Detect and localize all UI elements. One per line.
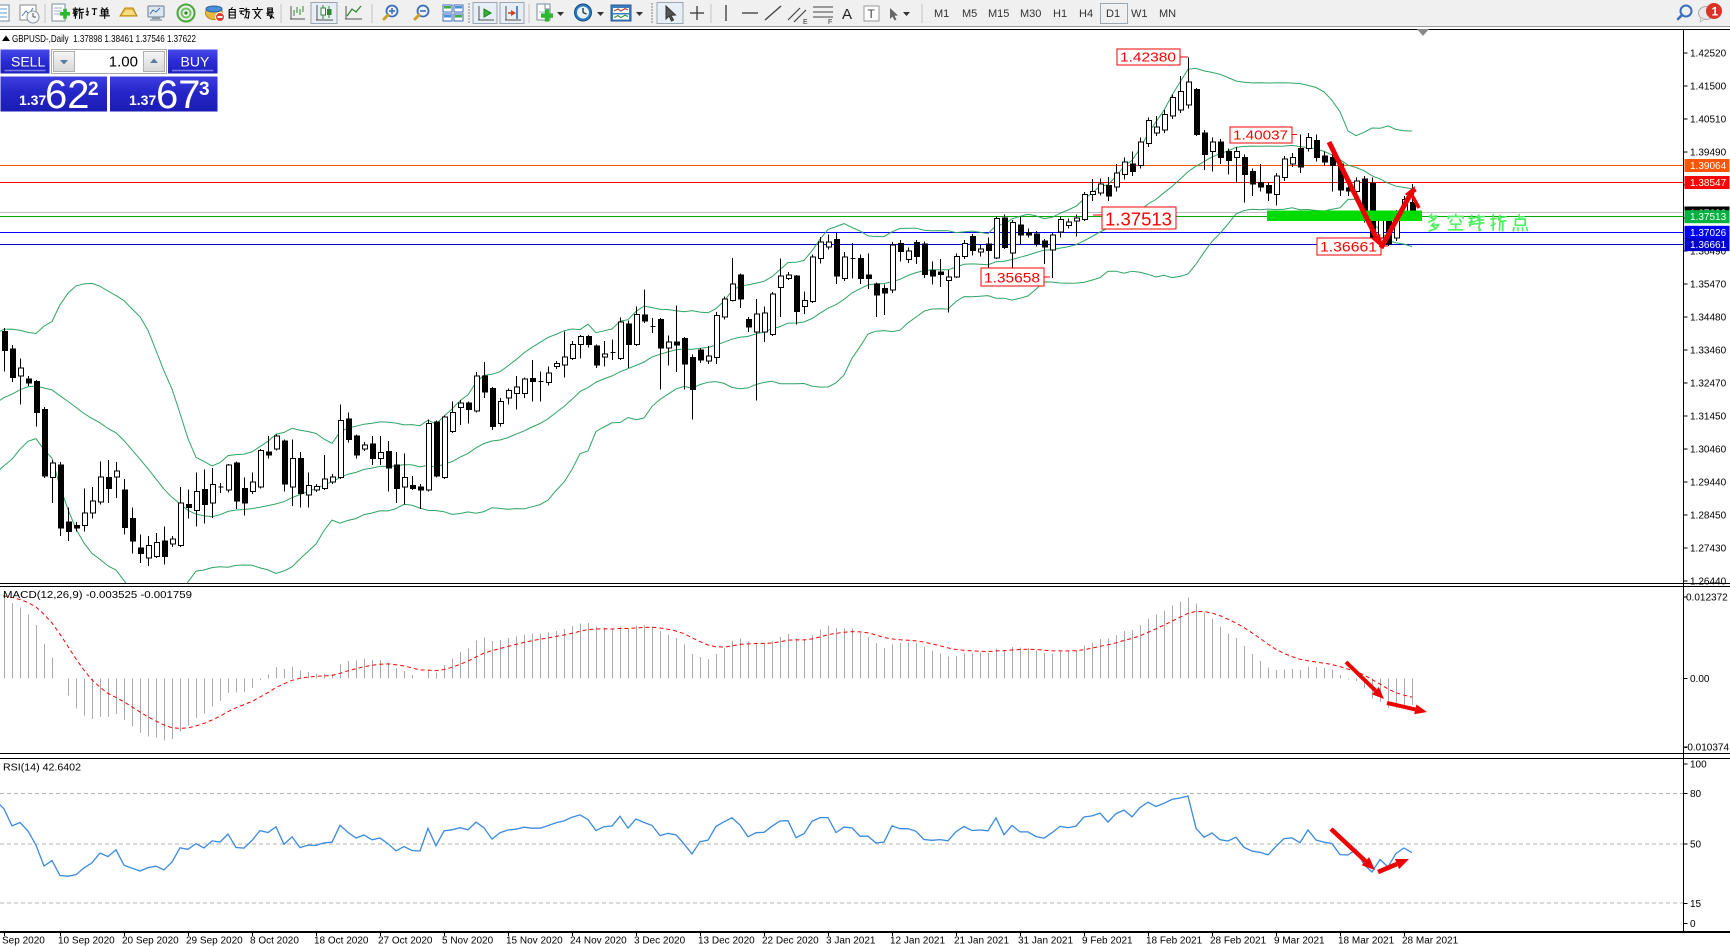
svg-text:1.37: 1.37 — [129, 92, 156, 108]
svg-text:1.39064: 1.39064 — [1690, 161, 1727, 172]
svg-text:62: 62 — [45, 73, 90, 117]
svg-text:-0.010374: -0.010374 — [1684, 743, 1729, 754]
svg-text:RSI(14) 42.6402: RSI(14) 42.6402 — [3, 762, 81, 774]
svg-text:1.35658: 1.35658 — [984, 270, 1040, 286]
svg-text:1.29440: 1.29440 — [1690, 478, 1727, 489]
svg-text:10 Sep 2020: 10 Sep 2020 — [58, 936, 115, 946]
svg-text:0.00: 0.00 — [1690, 674, 1710, 685]
svg-text:M15: M15 — [988, 8, 1009, 20]
svg-text:1.33460: 1.33460 — [1690, 346, 1727, 357]
svg-text:15 Nov 2020: 15 Nov 2020 — [506, 936, 563, 946]
svg-text:1.37026: 1.37026 — [1690, 228, 1727, 239]
svg-text:9 Feb 2021: 9 Feb 2021 — [1082, 936, 1133, 946]
svg-text:1.37513: 1.37513 — [1690, 212, 1727, 223]
svg-text:1.38547: 1.38547 — [1690, 178, 1727, 189]
svg-text:3 Dec 2020: 3 Dec 2020 — [634, 936, 686, 946]
svg-text:1.31450: 1.31450 — [1690, 412, 1727, 423]
svg-text:MACD(12,26,9) -0.003525 -0.001: MACD(12,26,9) -0.003525 -0.001759 — [3, 589, 192, 601]
svg-text:1.39490: 1.39490 — [1690, 148, 1727, 159]
svg-text:1.41500: 1.41500 — [1690, 82, 1727, 93]
svg-text:1.30460: 1.30460 — [1690, 445, 1727, 456]
svg-text:28 Feb 2021: 28 Feb 2021 — [1210, 936, 1267, 946]
svg-text:1.35470: 1.35470 — [1690, 280, 1727, 291]
svg-text:T: T — [868, 7, 876, 21]
svg-text:29 Sep 2020: 29 Sep 2020 — [186, 936, 243, 946]
svg-text:M1: M1 — [934, 8, 949, 20]
svg-text:1.27430: 1.27430 — [1690, 544, 1727, 555]
svg-text:31 Jan 2021: 31 Jan 2021 — [1018, 936, 1073, 946]
svg-text:3: 3 — [199, 79, 210, 100]
svg-text:20 Sep 2020: 20 Sep 2020 — [122, 936, 179, 946]
svg-text:MN: MN — [1159, 8, 1176, 20]
svg-text:21 Jan 2021: 21 Jan 2021 — [954, 936, 1009, 946]
svg-text:1.36661: 1.36661 — [1690, 240, 1727, 251]
svg-text:H1: H1 — [1053, 8, 1067, 20]
svg-text:1.34480: 1.34480 — [1690, 313, 1727, 324]
svg-text:15: 15 — [1690, 899, 1702, 910]
svg-text:GBPUSD-,Daily 1.37898 1.38461: GBPUSD-,Daily 1.37898 1.38461 1.37546 1.… — [12, 33, 196, 45]
svg-text:1.36490: 1.36490 — [1690, 247, 1727, 258]
svg-text:BUY: BUY — [181, 54, 210, 70]
svg-text:1.40037: 1.40037 — [1233, 128, 1288, 143]
svg-text:50: 50 — [1690, 839, 1702, 850]
svg-text:24 Nov 2020: 24 Nov 2020 — [570, 936, 627, 946]
svg-text:1: 1 — [1712, 5, 1719, 19]
svg-text:1.26440: 1.26440 — [1690, 577, 1727, 588]
svg-text:1.37: 1.37 — [19, 92, 46, 108]
svg-text:80: 80 — [1690, 789, 1702, 800]
svg-text:W1: W1 — [1131, 8, 1148, 20]
svg-text:18 Mar 2021: 18 Mar 2021 — [1338, 936, 1395, 946]
svg-text:1.36661: 1.36661 — [1320, 239, 1377, 255]
svg-text:1.42380: 1.42380 — [1120, 50, 1176, 65]
svg-text:18 Oct 2020: 18 Oct 2020 — [314, 936, 369, 946]
svg-text:M5: M5 — [962, 8, 977, 20]
svg-text:0.012372: 0.012372 — [1686, 593, 1728, 604]
svg-text:Sep 2020: Sep 2020 — [2, 936, 45, 946]
svg-text:F: F — [828, 19, 832, 26]
svg-text:28 Mar 2021: 28 Mar 2021 — [1402, 936, 1459, 946]
svg-text:27 Oct 2020: 27 Oct 2020 — [378, 936, 433, 946]
svg-text:1.40510: 1.40510 — [1690, 115, 1727, 126]
svg-text:12 Jan 2021: 12 Jan 2021 — [890, 936, 945, 946]
svg-text:2: 2 — [88, 79, 99, 100]
svg-text:67: 67 — [156, 73, 201, 117]
svg-text:13 Dec 2020: 13 Dec 2020 — [698, 936, 755, 946]
svg-text:0: 0 — [1690, 919, 1696, 930]
svg-text:18 Feb 2021: 18 Feb 2021 — [1146, 936, 1203, 946]
svg-text:100: 100 — [1690, 760, 1707, 771]
svg-text:M30: M30 — [1020, 8, 1041, 20]
svg-text:SELL: SELL — [11, 54, 45, 70]
svg-text:3 Jan 2021: 3 Jan 2021 — [826, 936, 876, 946]
svg-text:9 Mar 2021: 9 Mar 2021 — [1274, 936, 1325, 946]
svg-text:A: A — [842, 6, 852, 23]
svg-text:1.28450: 1.28450 — [1690, 511, 1727, 522]
svg-text:1.42520: 1.42520 — [1690, 49, 1727, 60]
svg-text:1.00: 1.00 — [109, 54, 138, 71]
svg-text:5 Nov 2020: 5 Nov 2020 — [442, 936, 494, 946]
svg-text:8 Oct 2020: 8 Oct 2020 — [250, 936, 299, 946]
svg-text:D1: D1 — [1106, 8, 1120, 20]
svg-text:1.37513: 1.37513 — [1105, 210, 1172, 230]
svg-text:E: E — [803, 19, 808, 26]
svg-text:1.32470: 1.32470 — [1690, 379, 1727, 390]
svg-text:H4: H4 — [1079, 8, 1093, 20]
svg-text:22 Dec 2020: 22 Dec 2020 — [762, 936, 819, 946]
